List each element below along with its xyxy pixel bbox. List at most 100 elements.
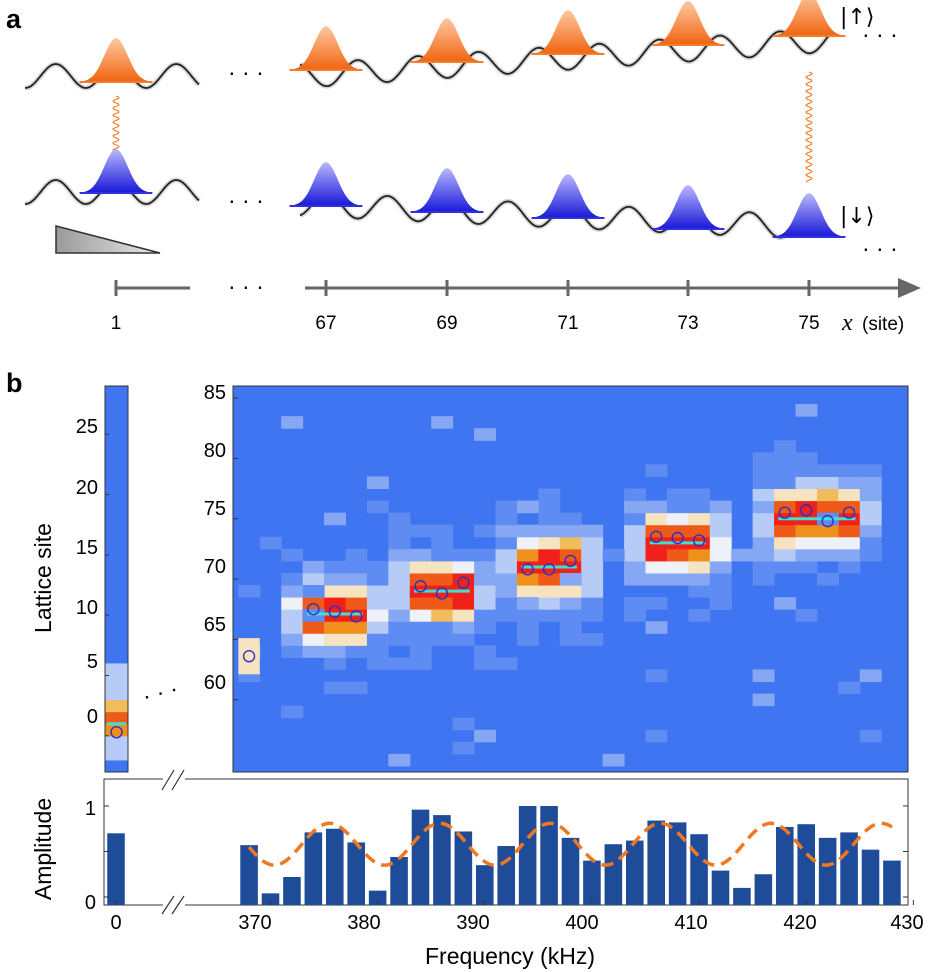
heatmap-cell (666, 572, 689, 586)
heatmap-cell (774, 488, 796, 502)
heatmap-cell (388, 657, 411, 670)
heatmap-cell (816, 548, 839, 562)
heatmap-cell (752, 548, 775, 562)
panel-a-label: a (6, 4, 22, 34)
peak-marker (778, 506, 791, 519)
heatmap-cell (409, 597, 432, 610)
heatmap-cell (302, 572, 325, 586)
heatmap-cell (495, 548, 518, 562)
heatmap-cell (774, 560, 796, 574)
heatmap-cell (409, 609, 432, 622)
heatmap-cell (495, 585, 518, 598)
heatmap-cell (645, 669, 668, 683)
fit-curve (247, 821, 893, 867)
heatmap-cell (474, 729, 496, 743)
heatmap-cell (431, 416, 454, 429)
heatmap-cell (795, 536, 818, 550)
inset-ytick-0: 0 (87, 706, 98, 728)
amplitude-bar (690, 834, 708, 905)
heatmap-cell (409, 645, 432, 658)
heatmap-cell (581, 572, 604, 586)
amplitude-bar (604, 844, 623, 905)
inset-ytick-25: 25 (76, 416, 98, 438)
heatmap-cell (709, 597, 732, 610)
heatmap-cell (624, 572, 646, 586)
amplitude-bar (818, 837, 837, 905)
inset-cell (105, 663, 128, 689)
heatmap-cell (559, 572, 582, 586)
heatmap-cell (581, 585, 604, 598)
heatmap-cell (752, 693, 775, 707)
heatmap-cell (516, 548, 539, 562)
heatmap-cell (795, 404, 818, 417)
peak-marker (521, 563, 534, 576)
panel-a: a |↑⟩ |↓⟩ · · · · · · · · · · · · · · · … (6, 0, 921, 336)
heatmap-cell (624, 560, 646, 574)
main-ytick-85: 85 (204, 382, 226, 404)
inset-ytick-5: 5 (87, 651, 98, 673)
panel-b-label: b (6, 368, 23, 398)
heatmap-cell (409, 657, 432, 670)
heatmap-cell (409, 633, 432, 646)
site-tick-1: 1 (111, 313, 122, 334)
heatmap-cell (302, 585, 325, 598)
heatmap-cell (366, 585, 389, 598)
heatmap-cell (516, 633, 539, 646)
peak-marker (414, 580, 427, 593)
amplitude-bar (733, 887, 751, 905)
heatmap-cell (345, 645, 368, 658)
heatmap-cell (559, 609, 582, 622)
heatmap-cell (859, 476, 882, 490)
heatmap-cell (688, 585, 711, 598)
gradient-wedge-icon (55, 225, 161, 254)
heatmap-cell (474, 585, 496, 598)
heatmap-cell (302, 621, 325, 634)
heatmap-cell (516, 500, 539, 514)
amp-ytick-1: 1 (85, 798, 96, 820)
heatmap-cell (345, 572, 368, 586)
amplitude-bar (390, 856, 408, 905)
heatmap-cell (774, 440, 796, 453)
spin-down-packet (772, 193, 843, 237)
peak-marker (542, 563, 556, 576)
xtick-0: 0 (110, 912, 121, 934)
heatmap-cell (816, 488, 839, 502)
heatmap-cell (324, 572, 346, 586)
ellipsis-top-middle: · · · (228, 59, 264, 85)
heatmap-cell (516, 597, 539, 610)
heatmap-cell (838, 464, 861, 477)
heatmap-cell (859, 548, 882, 562)
heatmap-cell (452, 597, 475, 610)
heatmap-cell (302, 645, 325, 658)
amplitude-bar (583, 860, 601, 905)
heatmap-cell (495, 524, 518, 538)
main-ytick-75: 75 (204, 498, 226, 520)
heatmap-cell (259, 536, 282, 550)
axis-arrow-icon (898, 278, 921, 298)
heatmap-cell (366, 609, 389, 622)
heatmap-cell (452, 621, 475, 634)
heatmap-cell (474, 657, 496, 670)
frequency-axis-title: Frequency (kHz) (425, 943, 595, 969)
lattice-up-right (299, 30, 831, 87)
heatmap-cell (281, 416, 304, 429)
peak-marker (800, 504, 813, 517)
heatmap-cell (709, 548, 732, 562)
xtick-370: 370 (238, 912, 271, 934)
heatmap-cell (581, 633, 604, 646)
heatmap-cell (431, 597, 454, 610)
peak-marker (457, 576, 470, 589)
heatmap-cell (431, 536, 454, 550)
peak-marker (564, 554, 577, 568)
heatmap-cell (495, 657, 518, 670)
spin-down-packet (531, 174, 602, 218)
heatmap-cell (324, 560, 346, 574)
heatmap-cell (816, 572, 839, 586)
heatmap-cell (474, 621, 496, 634)
heatmap-cell (795, 524, 818, 538)
heatmap-cell (238, 585, 261, 598)
heatmap-cell (645, 729, 668, 743)
heatmap-cell (324, 633, 346, 646)
heatmap-cell (409, 548, 432, 562)
amplitude-bar (861, 849, 880, 905)
